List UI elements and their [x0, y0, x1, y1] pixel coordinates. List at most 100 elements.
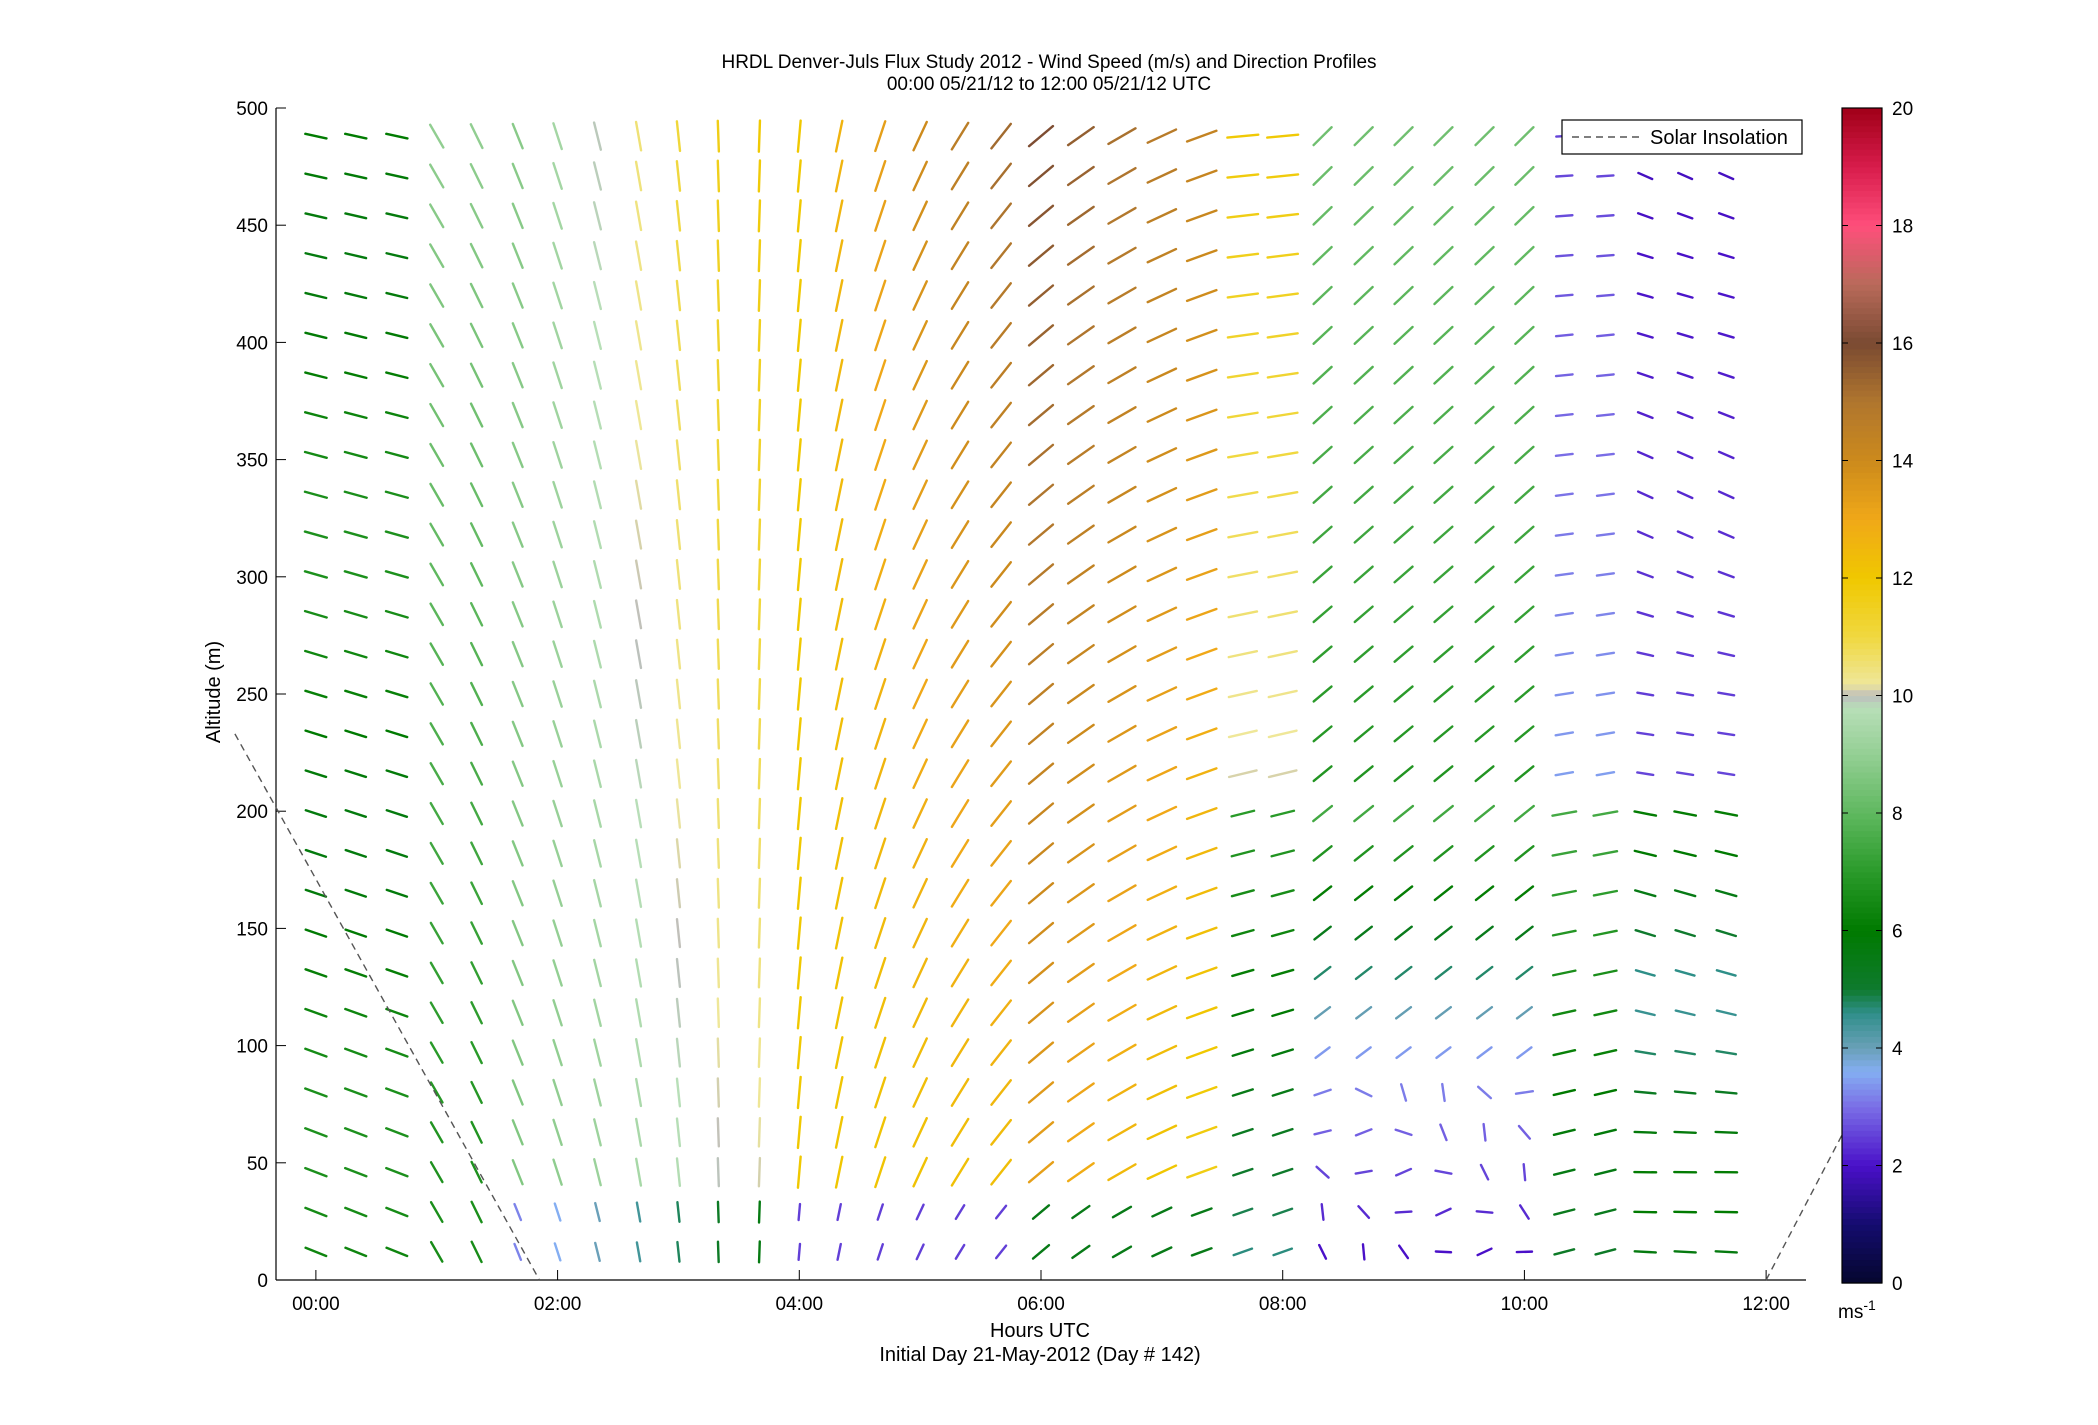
- wind-barb: [716, 239, 721, 273]
- wind-barb: [874, 797, 887, 830]
- wind-barb: [1515, 925, 1534, 941]
- wind-barb: [1230, 889, 1255, 898]
- wind-barb: [1554, 333, 1574, 338]
- wind-barb: [344, 888, 368, 898]
- wind-barb: [1475, 965, 1494, 981]
- wind-barb: [1554, 452, 1574, 458]
- colorbar-segment: [1842, 754, 1882, 761]
- wind-barb: [675, 838, 682, 869]
- wind-barb: [1513, 804, 1535, 823]
- colorbar-segment: [1842, 1118, 1882, 1125]
- wind-barb: [1595, 452, 1615, 458]
- wind-barb: [511, 361, 524, 389]
- wind-barb: [1715, 928, 1738, 938]
- x-tick-label: 10:00: [1501, 1294, 1549, 1315]
- wind-barb: [1231, 1048, 1255, 1057]
- wind-barb: [757, 159, 762, 193]
- wind-barb: [796, 836, 802, 871]
- wind-barb: [1231, 1088, 1254, 1097]
- wind-barb: [1514, 565, 1535, 584]
- colorbar-segment: [1842, 266, 1882, 274]
- wind-barb: [552, 680, 563, 708]
- wind-barb: [834, 279, 844, 313]
- wind-barb: [1146, 1124, 1178, 1141]
- wind-barb: [1107, 485, 1137, 504]
- wind-barb: [874, 956, 887, 989]
- wind-barb: [1393, 405, 1414, 425]
- wind-barb: [834, 478, 844, 512]
- wind-barb: [429, 642, 445, 666]
- wind-barb: [1312, 605, 1333, 624]
- wind-barb: [716, 1200, 720, 1224]
- wind-barb: [1636, 490, 1654, 500]
- colorbar-segment: [1842, 795, 1882, 802]
- wind-barb: [1551, 889, 1577, 897]
- wind-barb: [1394, 965, 1413, 981]
- wind-barb: [716, 758, 721, 790]
- wind-barb: [1714, 1250, 1738, 1254]
- colorbar-segment: [1842, 860, 1882, 867]
- wind-barb: [511, 680, 524, 708]
- wind-barb: [1027, 483, 1055, 506]
- colorbar-segment: [1842, 1018, 1882, 1026]
- wind-barb: [385, 172, 409, 180]
- wind-barb: [385, 1047, 409, 1058]
- x-tick-label: 08:00: [1259, 1294, 1307, 1315]
- wind-barb: [470, 1041, 483, 1065]
- wind-barb: [912, 359, 928, 391]
- wind-barb: [990, 1079, 1013, 1106]
- wind-barb: [1393, 645, 1414, 663]
- wind-barb: [1027, 1041, 1055, 1064]
- colorbar-segment: [1842, 1048, 1882, 1055]
- colorbar-segment: [1842, 1224, 1882, 1231]
- wind-barb: [1393, 885, 1414, 902]
- wind-barb: [912, 638, 928, 670]
- wind-barb: [716, 159, 721, 193]
- wind-barb: [950, 599, 970, 629]
- wind-barb: [429, 801, 444, 826]
- colorbar-segment: [1842, 125, 1882, 133]
- solar-insolation-line: [234, 733, 1848, 1281]
- wind-barb: [511, 999, 524, 1026]
- wind-barb: [1554, 214, 1574, 218]
- wind-barb: [1552, 1088, 1577, 1097]
- wind-barb: [1226, 252, 1260, 259]
- wind-barb: [1514, 685, 1535, 703]
- colorbar-segment: [1842, 636, 1882, 644]
- wind-barb: [912, 1037, 928, 1068]
- wind-barb: [990, 839, 1013, 867]
- wind-barb: [834, 717, 844, 751]
- wind-barb: [511, 880, 524, 907]
- y-tick-label: 200: [236, 802, 268, 823]
- wind-barb: [1393, 765, 1414, 783]
- colorbar-segment: [1842, 601, 1882, 608]
- wind-barb: [1312, 525, 1333, 544]
- wind-barb: [1434, 1005, 1452, 1020]
- legend: Solar Insolation: [1561, 119, 1803, 155]
- wind-barb: [553, 1242, 562, 1262]
- wind-barb: [1474, 405, 1495, 425]
- wind-barb: [912, 758, 928, 790]
- wind-barb: [1267, 570, 1299, 579]
- wind-barb: [511, 202, 524, 230]
- wind-barb: [1185, 408, 1218, 422]
- wind-barb: [1676, 411, 1694, 420]
- wind-barb: [994, 1204, 1008, 1220]
- colorbar-segment: [1842, 1236, 1882, 1243]
- wind-barb: [950, 759, 970, 789]
- wind-barb: [1027, 363, 1055, 387]
- wind-barb: [1066, 404, 1095, 426]
- wind-barb: [912, 160, 928, 192]
- wind-barb: [635, 1157, 643, 1187]
- colorbar-segment: [1842, 836, 1882, 843]
- wind-barb: [1636, 771, 1655, 777]
- wind-barb: [990, 321, 1013, 349]
- wind-barb: [1357, 1205, 1371, 1220]
- wind-barb: [429, 323, 445, 348]
- colorbar-segment: [1842, 1212, 1882, 1219]
- wind-barb: [1636, 651, 1655, 658]
- wind-barb: [1226, 332, 1259, 339]
- wind-barb: [1353, 485, 1374, 504]
- wind-barb: [1107, 406, 1137, 425]
- wind-barb: [634, 1037, 643, 1068]
